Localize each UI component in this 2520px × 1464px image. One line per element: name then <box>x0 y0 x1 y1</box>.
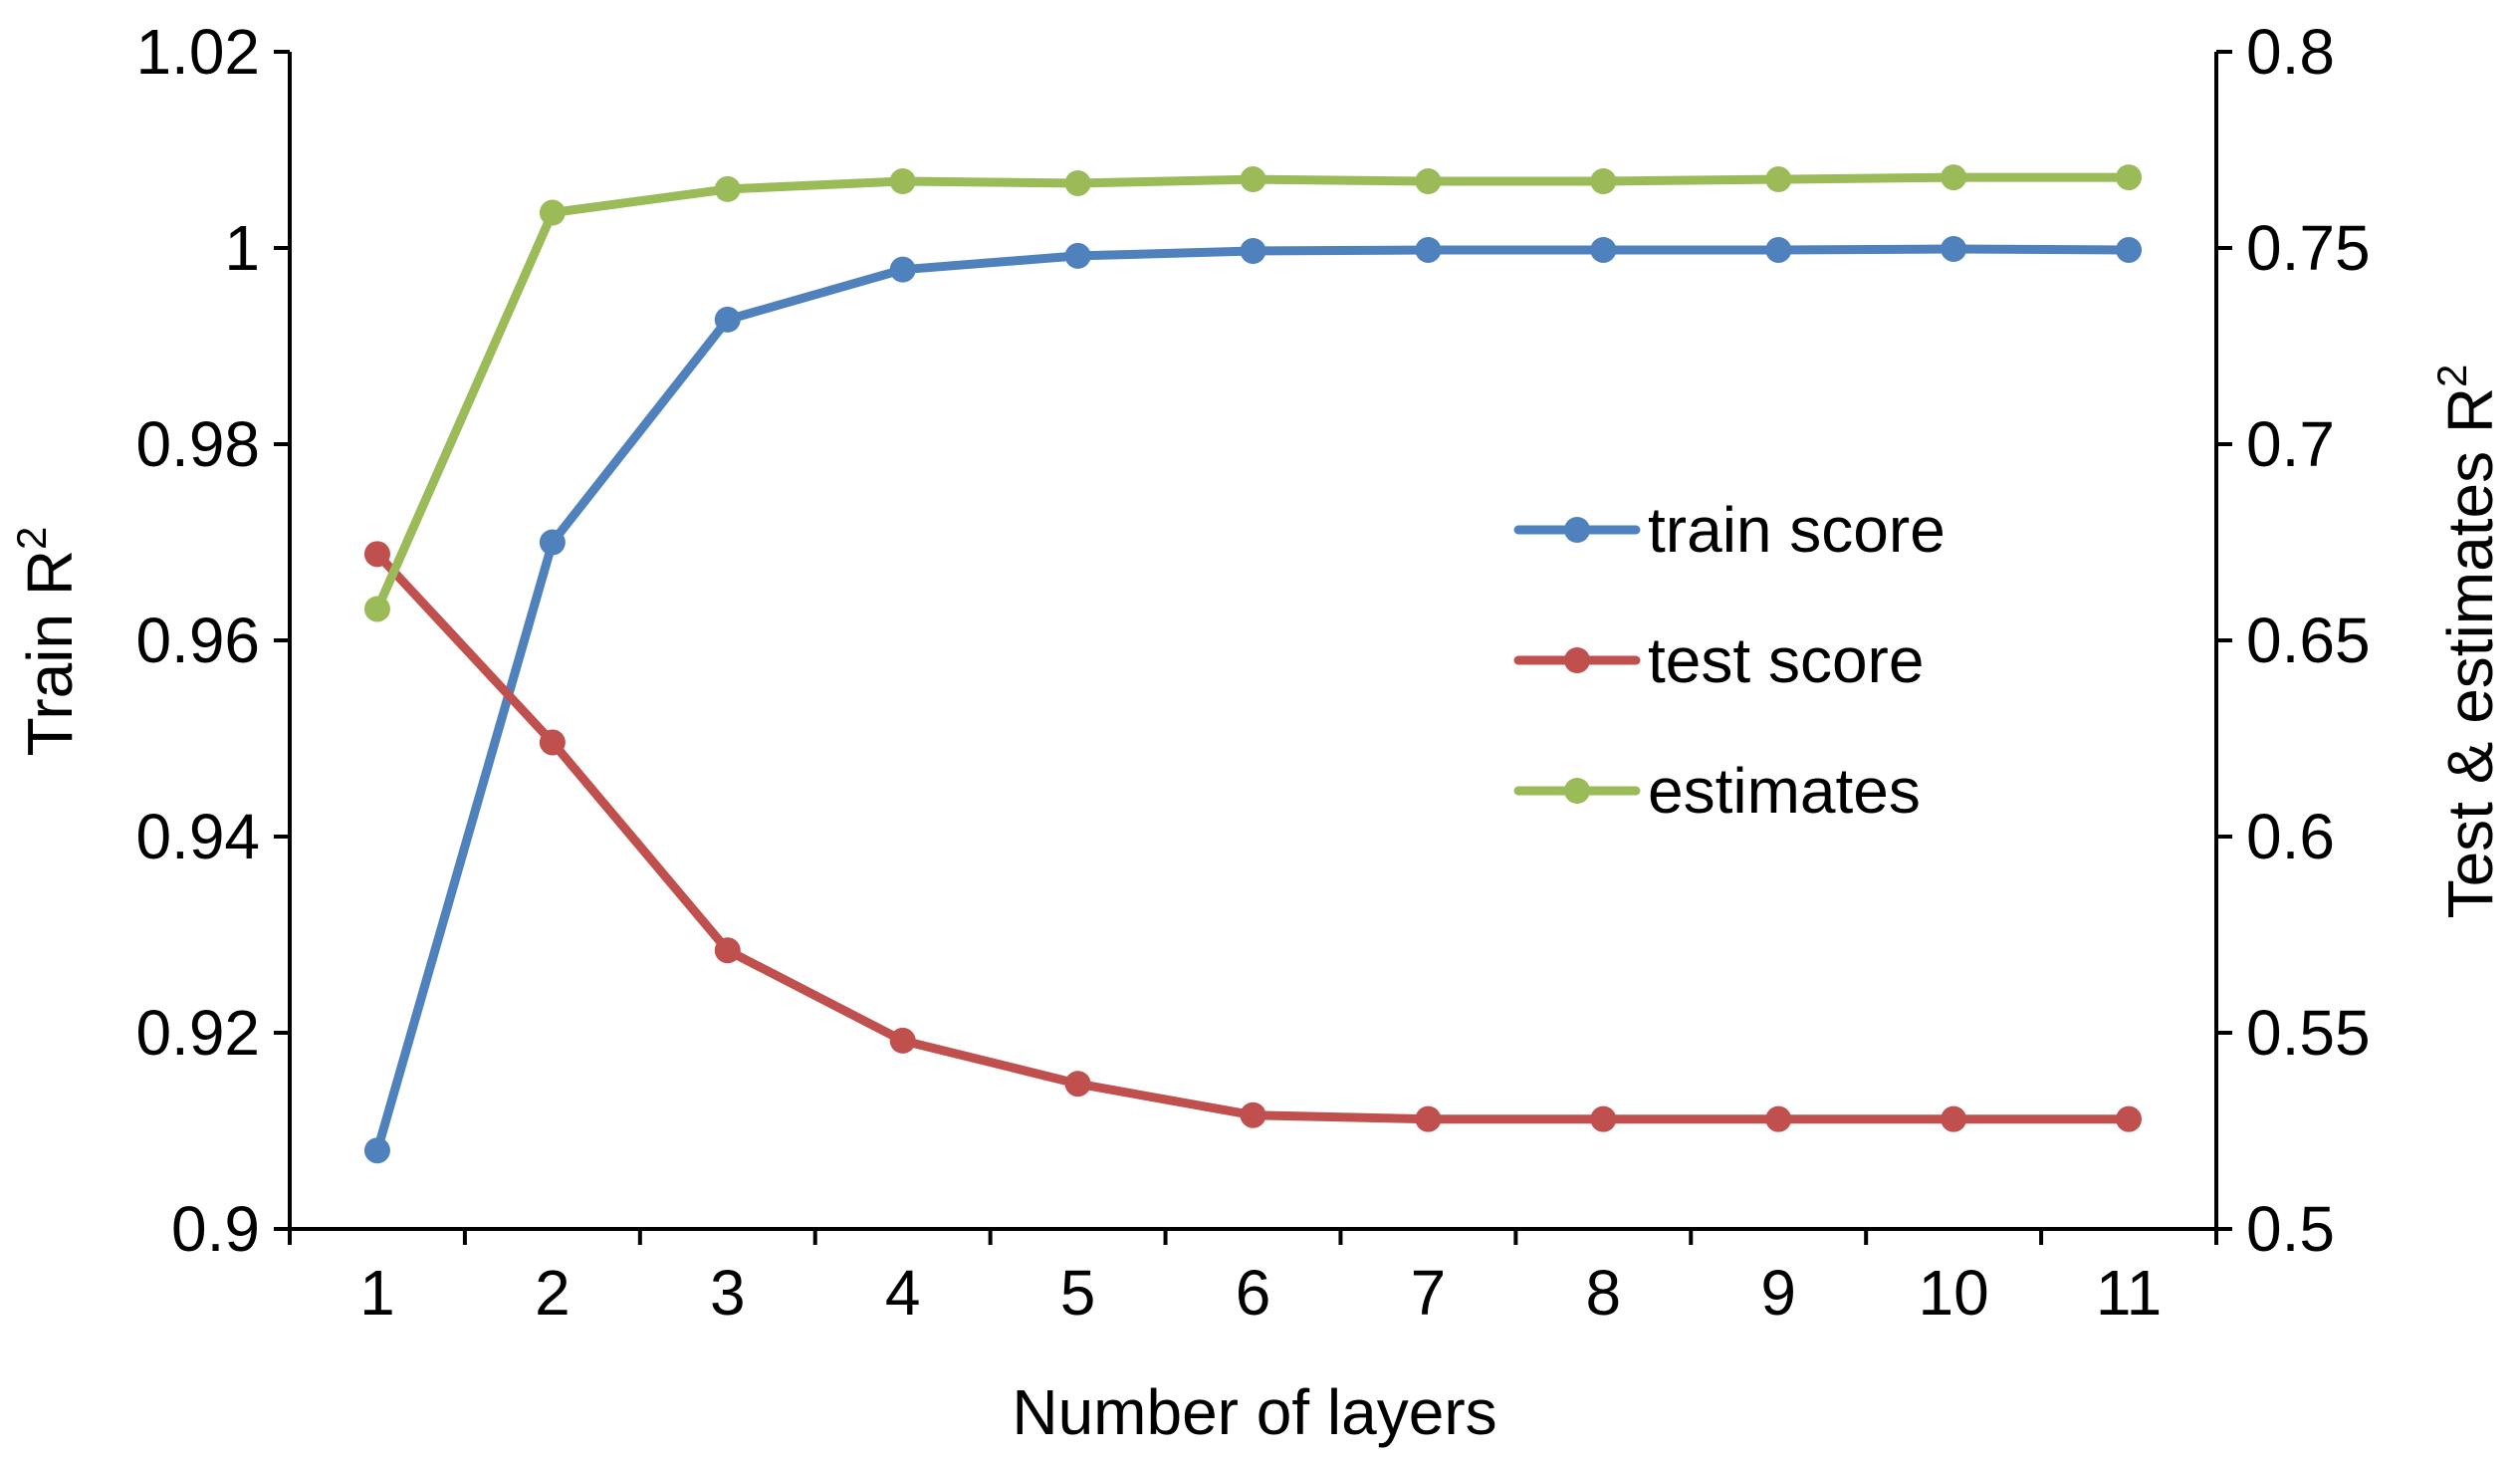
x-axis-title: Number of layers <box>1012 1376 1496 1448</box>
y-axis-right-title: Test & estimates R2 <box>2428 365 2506 919</box>
data-point-test-score <box>1415 1105 1442 1132</box>
x-axis-tick-label: 3 <box>710 1257 746 1329</box>
data-point-test-score <box>1240 1101 1266 1128</box>
data-point-train-score <box>363 1137 390 1164</box>
y-axis-right-tick-label: 0.6 <box>2246 801 2335 872</box>
legend: train score test score estimates <box>1513 494 1946 827</box>
y-axis-left-tick-label: 0.9 <box>171 1193 260 1265</box>
data-point-estimates <box>1590 168 1617 195</box>
x-axis-tick-label: 5 <box>1060 1257 1096 1329</box>
data-point-train-score <box>1064 242 1091 269</box>
x-axis-tick-label: 7 <box>1411 1257 1447 1329</box>
data-point-test-score <box>714 937 741 964</box>
y-axis-left-title-superscript: 2 <box>8 527 55 550</box>
legend-swatch-marker <box>1564 647 1590 673</box>
data-point-train-score <box>1240 237 1266 264</box>
x-axis-tick-label: 2 <box>535 1257 571 1329</box>
data-point-test-score <box>363 541 390 568</box>
data-point-test-score <box>2116 1105 2143 1132</box>
data-point-estimates <box>889 168 916 195</box>
y-axis-left-title-text: Train R <box>14 550 86 756</box>
y-axis-left-tick-label: 1.02 <box>135 16 260 88</box>
legend-swatch-marker <box>1564 517 1590 543</box>
series-test-score <box>363 541 2143 1132</box>
data-point-train-score <box>889 256 916 283</box>
y-axis-left-tick-label: 1 <box>224 212 260 284</box>
data-point-train-score <box>714 306 741 333</box>
data-point-estimates <box>1941 164 1967 191</box>
data-point-estimates <box>539 199 566 226</box>
data-point-train-score <box>539 529 566 556</box>
series-line-train-score <box>372 244 2134 1155</box>
y-axis-right-tick-label: 0.75 <box>2246 212 2371 284</box>
data-point-estimates <box>1240 166 1266 193</box>
x-axis-tick-label: 4 <box>885 1257 921 1329</box>
data-point-test-score <box>1064 1071 1091 1098</box>
legend-item-test-score: test score <box>1513 624 1924 696</box>
y-axis-left-tick-label: 0.92 <box>135 997 260 1069</box>
data-point-test-score <box>1590 1105 1617 1132</box>
data-point-estimates <box>1765 166 1792 193</box>
data-point-train-score <box>1590 236 1617 263</box>
axes-layer: 0.9 0.92 0.94 0.96 0.98 1 1.02 0.5 0.55 0.6 0.65 0.… <box>135 16 2370 1329</box>
data-point-train-score <box>1415 236 1442 263</box>
data-point-test-score <box>1765 1105 1792 1132</box>
y-axis-right-title-superscript: 2 <box>2428 365 2475 387</box>
y-axis-right-tick-label: 0.55 <box>2246 997 2371 1069</box>
legend-item-estimates: estimates <box>1513 755 1921 827</box>
legend-label: test score <box>1648 624 1924 696</box>
legend-swatch-marker <box>1564 778 1590 804</box>
y-axis-right-tick-label: 0.8 <box>2246 16 2335 88</box>
x-axis-tick-label: 11 <box>2096 1257 2162 1329</box>
data-point-estimates <box>1415 168 1442 195</box>
legend-label: estimates <box>1648 755 1921 827</box>
data-point-estimates <box>2116 164 2143 191</box>
legend-label: train score <box>1648 494 1946 566</box>
x-axis-tick-label: 10 <box>1919 1257 1989 1329</box>
y-axis-left-tick-label: 0.94 <box>135 801 260 872</box>
y-axis-right-title-text: Test & estimates R <box>2434 387 2506 919</box>
y-axis-left-tick-label: 0.96 <box>135 605 260 676</box>
legend-item-train-score: train score <box>1513 494 1946 566</box>
data-point-train-score <box>1941 235 1967 262</box>
x-axis-tick-label: 1 <box>359 1257 395 1329</box>
y-axis-right-tick-label: 0.7 <box>2246 408 2335 480</box>
data-point-test-score <box>889 1027 916 1054</box>
series-train-score <box>363 235 2143 1164</box>
y-axis-left-title: Train R2 <box>8 527 86 757</box>
data-point-test-score <box>539 729 566 756</box>
data-point-train-score <box>2116 236 2143 263</box>
data-point-train-score <box>1765 236 1792 263</box>
y-axis-right-tick-label: 0.65 <box>2246 605 2371 676</box>
data-point-estimates <box>363 596 390 622</box>
series-estimates <box>363 164 2143 622</box>
x-axis-tick-label: 8 <box>1586 1257 1622 1329</box>
series-layer <box>363 164 2143 1164</box>
data-point-test-score <box>1941 1105 1967 1132</box>
data-point-estimates <box>714 175 741 202</box>
y-axis-left-tick-label: 0.98 <box>135 408 260 480</box>
x-axis-tick-label: 9 <box>1760 1257 1796 1329</box>
y-axis-right-tick-label: 0.5 <box>2246 1193 2335 1265</box>
data-point-estimates <box>1064 169 1091 196</box>
x-axis-tick-label: 6 <box>1236 1257 1271 1329</box>
